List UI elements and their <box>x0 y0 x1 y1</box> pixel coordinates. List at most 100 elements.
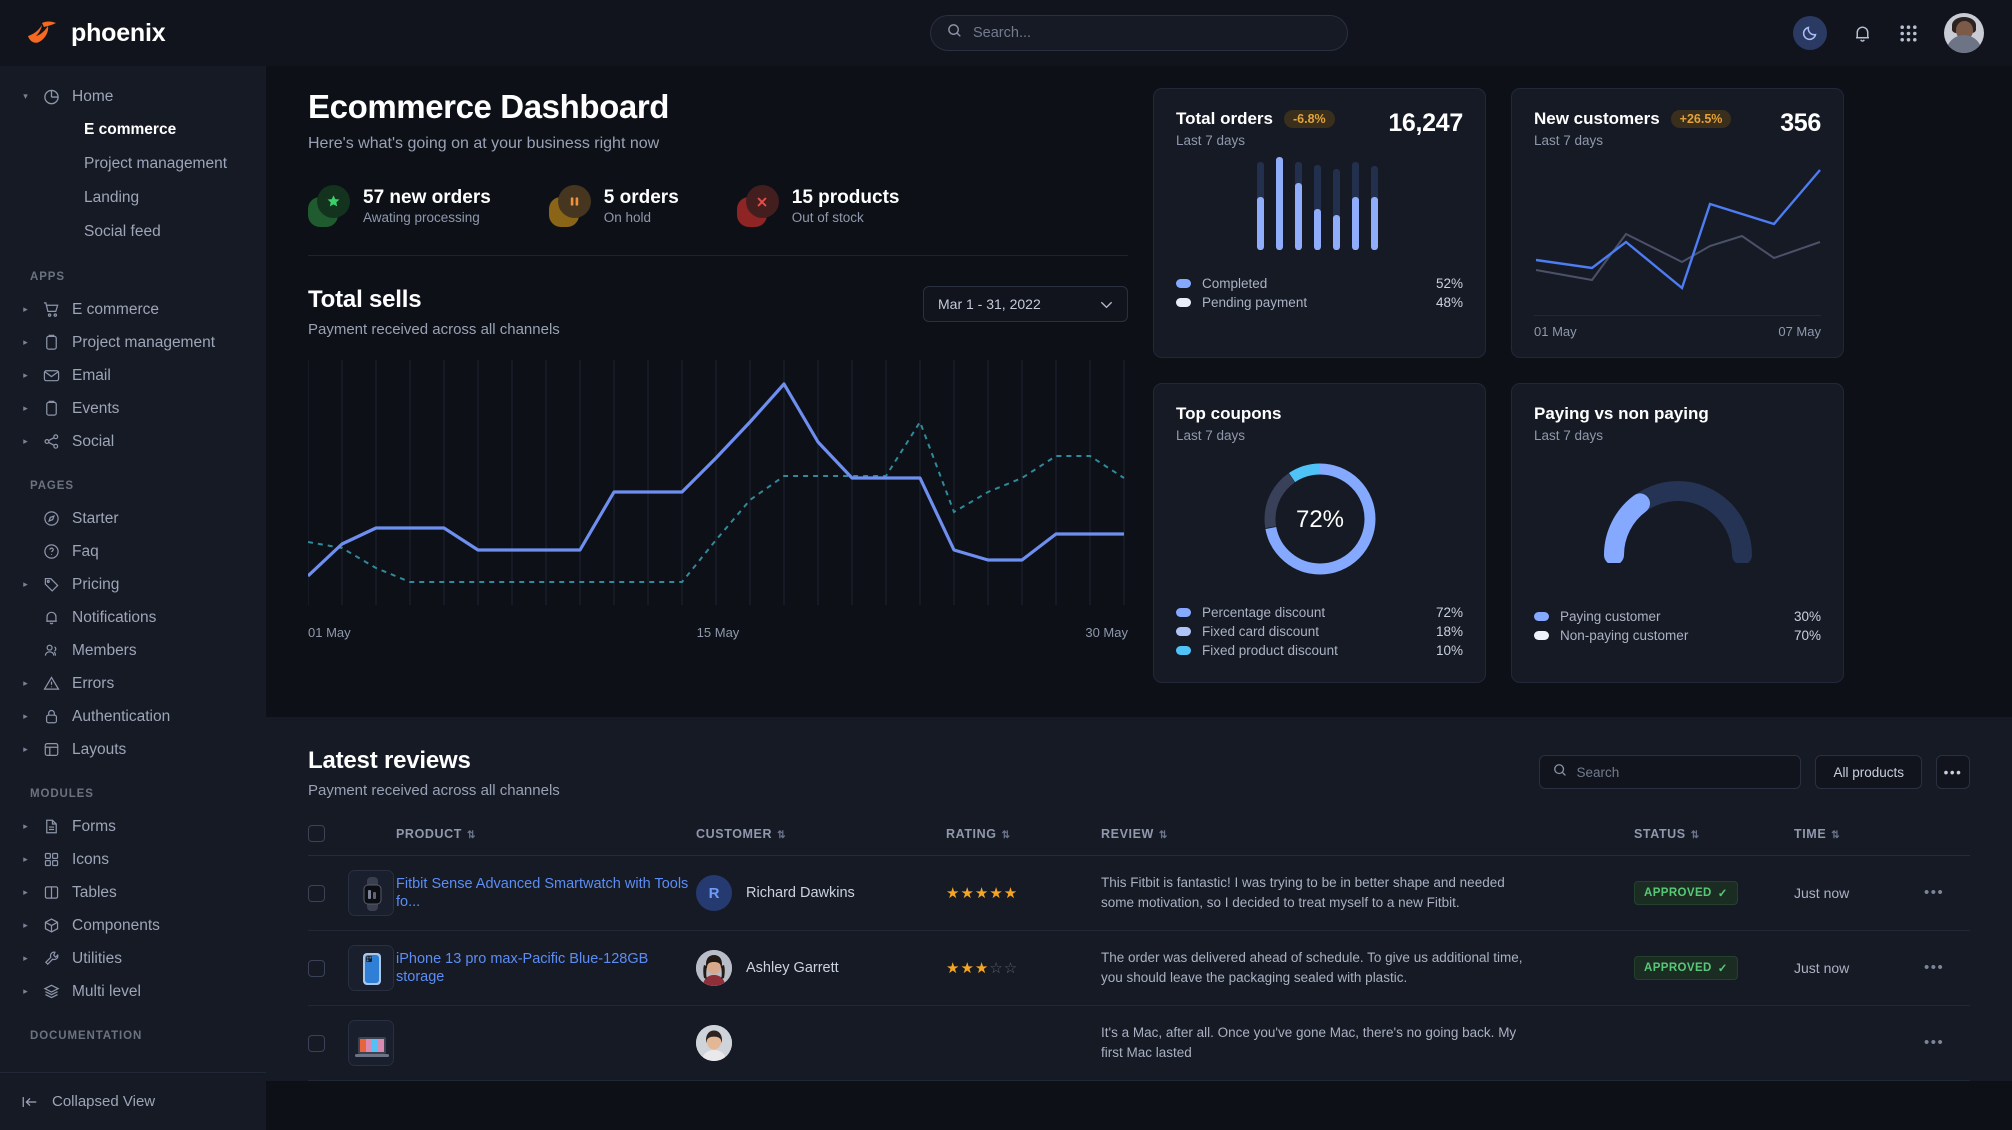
brand-logo-area[interactable]: phoenix <box>0 0 266 66</box>
table-row[interactable]: Fitbit Sense Advanced Smartwatch with To… <box>308 855 1970 931</box>
sidebar-item-starter[interactable]: ▸ Starter <box>0 502 266 535</box>
chevron-right-icon[interactable]: ▸ <box>23 579 28 589</box>
sidebar-item-members[interactable]: ▸ Members <box>0 634 266 667</box>
document-icon <box>42 818 61 835</box>
chevron-down-icon[interactable]: ▾ <box>23 91 28 101</box>
paying-gauge[interactable] <box>1534 443 1821 593</box>
sidebar-item-e-commerce[interactable]: ▸ E commerce <box>0 293 266 326</box>
stat-new-orders[interactable]: 57 new orders Awating processing <box>308 185 491 227</box>
total-sells-chart[interactable]: 01 May 15 May 30 May <box>306 360 1128 640</box>
chevron-right-icon[interactable]: ▸ <box>23 370 28 380</box>
stat-number: 5 orders <box>603 186 679 208</box>
chevron-right-icon[interactable]: ▸ <box>23 744 28 754</box>
row-checkbox[interactable] <box>308 884 325 902</box>
reviews-search-input[interactable] <box>1576 764 1788 780</box>
date-range-select[interactable]: Mar 1 - 31, 2022 <box>923 286 1128 322</box>
column-customer[interactable]: CUSTOMER ⇅ <box>696 825 946 856</box>
sidebar-item-notifications[interactable]: ▸ Notifications <box>0 601 266 634</box>
table-row[interactable]: iPhone 13 pro max-Pacific Blue-128GB sto… <box>308 930 1970 1006</box>
reviews-search[interactable] <box>1539 755 1802 789</box>
card-title: Total orders <box>1176 109 1273 128</box>
chevron-right-icon[interactable]: ▸ <box>23 986 28 996</box>
top-coupons-donut[interactable]: 72% <box>1176 449 1463 589</box>
sidebar-item-icons[interactable]: ▸ Icons <box>0 843 266 876</box>
sidebar-subitem-landing[interactable]: Landing <box>84 189 140 206</box>
product-link[interactable]: iPhone 13 pro max-Pacific Blue-128GB sto… <box>396 951 649 985</box>
card-top-coupons: Top coupons Last 7 days 72% <box>1153 383 1486 683</box>
bell-icon[interactable] <box>1852 23 1873 44</box>
sort-arrows-icon[interactable]: ⇅ <box>1831 829 1841 841</box>
sidebar-item-social[interactable]: ▸ Social <box>0 425 266 458</box>
lock-icon <box>42 708 61 725</box>
sort-arrows-icon[interactable]: ⇅ <box>1158 829 1168 841</box>
total-orders-bar-chart[interactable] <box>1176 148 1463 260</box>
column-review[interactable]: REVIEW ⇅ <box>1101 825 1634 856</box>
chevron-right-icon[interactable]: ▸ <box>23 436 28 446</box>
select-all-checkbox[interactable] <box>308 825 325 842</box>
sidebar-item-faq[interactable]: ▸ Faq <box>0 535 266 568</box>
sidebar-item-tables[interactable]: ▸ Tables <box>0 876 266 909</box>
row-more-button[interactable]: ••• <box>1924 1034 1945 1051</box>
all-products-button[interactable]: All products <box>1815 755 1922 789</box>
new-customers-line-chart[interactable] <box>1534 162 1821 307</box>
moon-icon[interactable] <box>1793 16 1827 50</box>
sidebar-item-components[interactable]: ▸ Components <box>0 909 266 942</box>
column-rating[interactable]: RATING ⇅ <box>946 825 1101 856</box>
card-subtitle: Last 7 days <box>1176 133 1246 148</box>
sidebar-subitem-e-commerce[interactable]: E commerce <box>84 121 177 138</box>
sort-arrows-icon[interactable]: ⇅ <box>1001 829 1011 841</box>
warning-triangle-icon <box>42 675 61 692</box>
sidebar-item-pricing[interactable]: ▸ Pricing <box>0 568 266 601</box>
sort-arrows-icon[interactable]: ⇅ <box>1690 829 1700 841</box>
sidebar-subitem-project-management[interactable]: Project management <box>84 155 228 172</box>
collapsed-view-toggle[interactable]: Collapsed View <box>0 1072 266 1130</box>
sidebar-item-email[interactable]: ▸ Email <box>0 359 266 392</box>
sidebar-item-label: Project management <box>72 333 216 351</box>
sidebar-item-multi-level[interactable]: ▸ Multi level <box>0 975 266 1008</box>
chevron-right-icon[interactable]: ▸ <box>23 953 28 963</box>
legend-item: Completed 52% <box>1176 274 1463 293</box>
sidebar-item-layouts[interactable]: ▸ Layouts <box>0 733 266 766</box>
sidebar-subitem-social-feed[interactable]: Social feed <box>84 223 161 240</box>
sidebar-item-project-management[interactable]: ▸ Project management <box>0 326 266 359</box>
chevron-right-icon[interactable]: ▸ <box>23 821 28 831</box>
brand-name: phoenix <box>71 18 166 47</box>
sidebar-item-events[interactable]: ▸ Events <box>0 392 266 425</box>
search-input[interactable] <box>973 25 1331 41</box>
nine-dot-grid-icon[interactable] <box>1898 23 1919 44</box>
row-more-button[interactable]: ••• <box>1924 884 1945 901</box>
stat-on-hold[interactable]: 5 orders On hold <box>548 185 679 227</box>
legend-label: Fixed product discount <box>1202 643 1338 658</box>
column-time[interactable]: TIME ⇅ <box>1794 825 1924 856</box>
column-product[interactable]: PRODUCT ⇅ <box>396 825 696 856</box>
chevron-right-icon[interactable]: ▸ <box>23 920 28 930</box>
sidebar-item-forms[interactable]: ▸ Forms <box>0 810 266 843</box>
chevron-right-icon[interactable]: ▸ <box>23 711 28 721</box>
chevron-right-icon[interactable]: ▸ <box>23 887 28 897</box>
chevron-right-icon[interactable]: ▸ <box>23 337 28 347</box>
sort-arrows-icon[interactable]: ⇅ <box>777 829 787 841</box>
row-more-button[interactable]: ••• <box>1924 959 1945 976</box>
pie-chart-icon <box>42 88 61 105</box>
row-checkbox[interactable] <box>308 959 325 977</box>
chevron-right-icon[interactable]: ▸ <box>23 304 28 314</box>
more-options-button[interactable]: ••• <box>1936 755 1970 789</box>
column-status[interactable]: STATUS ⇅ <box>1634 825 1794 856</box>
sidebar-item-label: Multi level <box>72 982 141 1000</box>
sort-arrows-icon[interactable]: ⇅ <box>467 829 476 841</box>
status-cell: APPROVED ✓ <box>1634 930 1794 1006</box>
table-row[interactable]: It's a Mac, after all. Once you've gone … <box>308 1005 1970 1081</box>
row-checkbox[interactable] <box>308 1034 325 1052</box>
row-select-cell <box>308 930 348 1006</box>
chevron-right-icon[interactable]: ▸ <box>23 678 28 688</box>
avatar[interactable] <box>1944 13 1984 53</box>
sidebar-item-home[interactable]: ▾ Home <box>0 80 266 113</box>
sidebar-item-utilities[interactable]: ▸ Utilities <box>0 942 266 975</box>
stat-out-of-stock[interactable]: 15 products Out of stock <box>736 185 899 227</box>
global-search[interactable] <box>930 15 1348 51</box>
sidebar-item-errors[interactable]: ▸ Errors <box>0 667 266 700</box>
product-link[interactable]: Fitbit Sense Advanced Smartwatch with To… <box>396 876 689 910</box>
chevron-right-icon[interactable]: ▸ <box>23 403 28 413</box>
chevron-right-icon[interactable]: ▸ <box>23 854 28 864</box>
sidebar-item-authentication[interactable]: ▸ Authentication <box>0 700 266 733</box>
